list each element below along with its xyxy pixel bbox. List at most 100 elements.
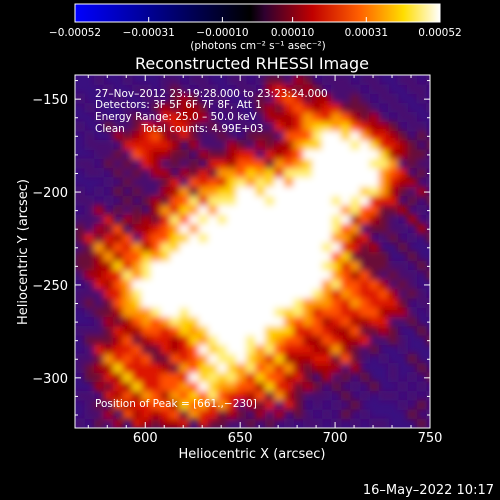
heatmap-cell [302, 372, 313, 383]
heatmap-cell [141, 177, 152, 187]
heatmap-cell [274, 75, 285, 85]
heatmap-cell [397, 186, 408, 197]
heatmap-cell [236, 390, 247, 401]
heatmap-cell [141, 400, 152, 410]
heatmap-cell [198, 344, 209, 355]
heatmap-cell [103, 195, 114, 206]
heatmap-cell [188, 316, 199, 327]
heatmap-cell [407, 140, 418, 150]
heatmap-cell [226, 112, 237, 122]
heatmap-cell [388, 372, 399, 383]
heatmap-cell [264, 409, 275, 420]
heatmap-cell [283, 344, 294, 355]
heatmap-cell [388, 158, 399, 169]
heatmap-cell [103, 279, 114, 290]
heatmap-cell [397, 307, 408, 318]
heatmap-cell [217, 279, 228, 290]
heatmap-cell [150, 223, 161, 234]
heatmap-cell [179, 130, 190, 141]
heatmap-cell [112, 297, 123, 308]
heatmap-cell [131, 344, 142, 355]
heatmap-cell [122, 400, 133, 410]
heatmap-cell [226, 316, 237, 327]
heatmap-cell [283, 362, 294, 373]
heatmap-cell [407, 409, 418, 420]
heatmap-cell [245, 307, 256, 318]
heatmap-cell [340, 353, 351, 364]
heatmap-cell [122, 232, 133, 243]
heatmap-cell [207, 93, 218, 104]
heatmap-cell [255, 121, 266, 132]
heatmap-cell [312, 167, 323, 178]
heatmap-cell [150, 325, 161, 336]
heatmap-cell [141, 158, 152, 169]
heatmap-cell [293, 223, 304, 234]
heatmap-cell [150, 177, 161, 187]
heatmap-cell [331, 400, 342, 410]
heatmap-cell [122, 325, 133, 336]
heatmap-cell [274, 149, 285, 160]
heatmap-cell [188, 158, 199, 169]
heatmap-cell [226, 140, 237, 150]
heatmap-cell [217, 251, 228, 262]
heatmap-cell [245, 195, 256, 206]
heatmap-cell [388, 325, 399, 336]
heatmap-cell [169, 409, 180, 420]
heatmap-cell [283, 102, 294, 113]
heatmap-cell [236, 75, 247, 85]
heatmap-cell [93, 353, 104, 364]
heatmap-cell [302, 167, 313, 178]
heatmap-cell [179, 177, 190, 187]
heatmap-cell [160, 205, 171, 215]
heatmap-cell [217, 344, 228, 355]
heatmap-cell [217, 288, 228, 299]
heatmap-cell [179, 158, 190, 169]
heatmap-cell [160, 195, 171, 206]
heatmap-cell [131, 214, 142, 225]
heatmap-cell [274, 158, 285, 169]
heatmap-cell [245, 325, 256, 336]
heatmap-cell [369, 195, 380, 206]
heatmap-cell [255, 93, 266, 104]
heatmap-cell [122, 112, 133, 122]
heatmap-cell [179, 232, 190, 243]
heatmap-cell [312, 102, 323, 113]
heatmap-cell [426, 158, 430, 169]
heatmap-cell [293, 214, 304, 225]
heatmap-cell [302, 177, 313, 187]
heatmap-cell [255, 251, 266, 262]
heatmap-cell [150, 381, 161, 392]
heatmap-cell [331, 84, 342, 95]
heatmap-cell [188, 400, 199, 410]
heatmap-cell [236, 279, 247, 290]
heatmap-cell [160, 353, 171, 364]
heatmap-cell [179, 362, 190, 373]
heatmap-cell [312, 149, 323, 160]
heatmap-cell [207, 288, 218, 299]
generated-timestamp: 16–May–2022 10:17 [363, 483, 494, 498]
heatmap-cell [122, 195, 133, 206]
heatmap-cell [160, 409, 171, 420]
heatmap-cell [198, 316, 209, 327]
heatmap-cell [302, 251, 313, 262]
heatmap-cell [397, 297, 408, 308]
heatmap-cell [169, 307, 180, 318]
x-axis-label: Heliocentric X (arcsec) [179, 447, 326, 462]
heatmap-cell [350, 353, 361, 364]
heatmap-cell [84, 362, 95, 373]
heatmap-cell [103, 409, 114, 420]
heatmap-cell [264, 297, 275, 308]
heatmap-cell [321, 362, 332, 373]
heatmap-cell [369, 381, 380, 392]
heatmap-cell [378, 251, 389, 262]
heatmap-cell [369, 307, 380, 318]
heatmap-cell [207, 316, 218, 327]
heatmap-cell [426, 75, 430, 85]
heatmap-cell [217, 418, 228, 428]
heatmap-cell [388, 130, 399, 141]
heatmap-cell [321, 335, 332, 345]
heatmap-cell [198, 279, 209, 290]
heatmap-cell [112, 400, 123, 410]
heatmap-cell [264, 214, 275, 225]
heatmap-cell [274, 288, 285, 299]
